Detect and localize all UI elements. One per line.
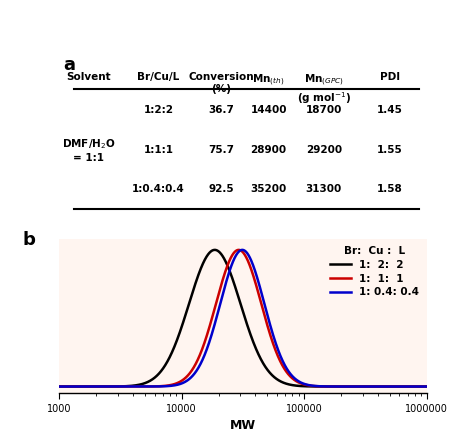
1: 0.4: 0.4: (1e+03, 1.05e-15): 0.4: 0.4: (1e+03, 1.05e-15) (56, 384, 62, 389)
Text: 14400: 14400 (250, 105, 287, 115)
1:  1:  1: (1e+06, 1.12e-15): 1: 1: (1e+06, 1.12e-15) (424, 384, 429, 389)
Text: 35200: 35200 (251, 184, 287, 194)
1:  1:  1: (2.2e+03, 1e-08): 1: 1: (2.2e+03, 1e-08) (98, 384, 104, 389)
Legend: 1:  2:  2, 1:  1:  1, 1: 0.4: 0.4: 1: 2: 2, 1: 1: 1, 1: 0.4: 0.4 (328, 244, 421, 299)
Text: 18700: 18700 (306, 105, 342, 115)
1: 0.4: 0.4: (8.75e+05, 9.28e-15): 0.4: 0.4: (8.75e+05, 9.28e-15) (417, 384, 422, 389)
Text: 29200: 29200 (306, 145, 342, 155)
Text: 75.7: 75.7 (208, 145, 234, 155)
Text: Conversion
(%): Conversion (%) (188, 72, 254, 94)
1:  1:  1: (4.16e+05, 3.57e-09): 1: 1: (4.16e+05, 3.57e-09) (377, 384, 383, 389)
1:  2:  2: (1.91e+04, 0.999): 2: 2: (1.91e+04, 0.999) (213, 248, 219, 253)
Line: 1:  1:  1: 1: 1: 1 (59, 250, 427, 387)
1: 0.4: 0.4: (2.2e+03, 1.24e-09): 0.4: 0.4: (2.2e+03, 1.24e-09) (98, 384, 104, 389)
1: 0.4: 0.4: (3.31e+03, 4.28e-07): 0.4: 0.4: (3.31e+03, 4.28e-07) (120, 384, 126, 389)
Text: 28900: 28900 (251, 145, 287, 155)
1:  2:  2: (1.86e+04, 1): 2: 2: (1.86e+04, 1) (212, 247, 218, 252)
1: 0.4: 0.4: (3.13e+04, 1): 0.4: 0.4: (3.13e+04, 1) (239, 247, 245, 252)
1:  1:  1: (3.31e+03, 2.17e-06): 1: 1: (3.31e+03, 2.17e-06) (120, 384, 126, 389)
Text: 31300: 31300 (306, 184, 342, 194)
1: 0.4: 0.4: (1e+06, 6.6e-16): 0.4: 0.4: (1e+06, 6.6e-16) (424, 384, 429, 389)
Text: Mn$_{(th)}$: Mn$_{(th)}$ (253, 72, 285, 88)
1:  1:  1: (1.91e+04, 0.608): 1: 1: (1.91e+04, 0.608) (213, 301, 219, 306)
Text: Br/Cu/L: Br/Cu/L (137, 72, 180, 83)
Text: PDI: PDI (380, 72, 400, 83)
Text: 1.55: 1.55 (377, 145, 403, 155)
Line: 1:  2:  2: 1: 2: 2 (59, 250, 427, 387)
1:  2:  2: (3.31e+03, 0.0017): 2: 2: (3.31e+03, 0.0017) (120, 384, 126, 389)
Text: 92.5: 92.5 (208, 184, 234, 194)
Text: 1:2:2: 1:2:2 (144, 105, 173, 115)
Text: b: b (22, 231, 36, 249)
1:  2:  2: (2.2e+03, 5.76e-05): 2: 2: (2.2e+03, 5.76e-05) (98, 384, 104, 389)
Text: 1.45: 1.45 (377, 105, 403, 115)
X-axis label: MW: MW (230, 419, 256, 432)
1:  1:  1: (2.92e+04, 1): 1: 1: (2.92e+04, 1) (236, 247, 242, 252)
Text: 1:1:1: 1:1:1 (144, 145, 173, 155)
Text: DMF/H$_2$O
= 1:1: DMF/H$_2$O = 1:1 (62, 137, 116, 163)
Text: 1:0.4:0.4: 1:0.4:0.4 (132, 184, 185, 194)
1: 0.4: 0.4: (1.91e+04, 0.491): 0.4: 0.4: (1.91e+04, 0.491) (213, 317, 219, 322)
Text: 1.58: 1.58 (377, 184, 403, 194)
Text: Solvent: Solvent (66, 72, 111, 83)
1: 0.4: 0.4: (1.41e+04, 0.16): 0.4: 0.4: (1.41e+04, 0.16) (197, 362, 203, 367)
1:  2:  2: (1.41e+04, 0.85): 2: 2: (1.41e+04, 0.85) (197, 268, 203, 273)
1:  1:  1: (1e+03, 2.41e-14): 1: 1: (1e+03, 2.41e-14) (56, 384, 62, 389)
Line: 1: 0.4: 0.4: 1: 0.4: 0.4 (59, 250, 427, 387)
1:  2:  2: (8.75e+05, 1.72e-14): 2: 2: (8.75e+05, 1.72e-14) (417, 384, 422, 389)
1:  2:  2: (1e+03, 1.14e-08): 2: 2: (1e+03, 1.14e-08) (56, 384, 62, 389)
Text: a: a (63, 56, 75, 74)
Text: 36.7: 36.7 (208, 105, 234, 115)
1:  1:  1: (1.41e+04, 0.235): 1: 1: (1.41e+04, 0.235) (197, 352, 203, 357)
1:  2:  2: (1e+06, 1.83e-15): 2: 2: (1e+06, 1.83e-15) (424, 384, 429, 389)
Text: Mn$_{(GPC)}$
(g mol$^{-1}$): Mn$_{(GPC)}$ (g mol$^{-1}$) (297, 72, 351, 106)
1:  2:  2: (4.16e+05, 1.1e-09): 2: 2: (4.16e+05, 1.1e-09) (377, 384, 383, 389)
1:  1:  1: (8.75e+05, 1.44e-14): 1: 1: (8.75e+05, 1.44e-14) (417, 384, 422, 389)
1: 0.4: 0.4: (4.16e+05, 3.43e-09): 0.4: 0.4: (4.16e+05, 3.43e-09) (377, 384, 383, 389)
